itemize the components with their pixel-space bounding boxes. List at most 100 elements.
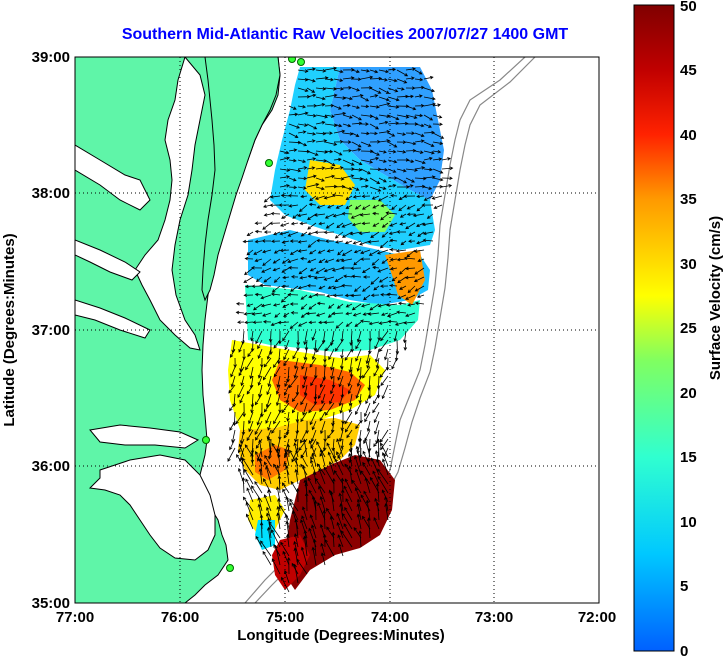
velocity-arrow xyxy=(237,320,245,324)
velocity-arrow xyxy=(381,258,389,264)
velocity-arrow xyxy=(297,321,308,327)
velocity-arrow xyxy=(314,477,326,494)
velocity-arrow xyxy=(289,249,299,255)
velocity-arrow xyxy=(340,258,353,263)
velocity-arrow xyxy=(306,132,317,136)
velocity-arrow xyxy=(258,457,263,476)
velocity-arrow xyxy=(362,285,371,292)
velocity-arrow xyxy=(276,447,281,467)
velocity-arrow xyxy=(362,461,371,476)
velocity-arrow xyxy=(340,530,353,548)
velocity-arrow xyxy=(317,502,326,521)
velocity-arrow xyxy=(387,184,397,188)
velocity-arrow xyxy=(272,267,281,272)
velocity-arrow xyxy=(423,114,434,121)
velocity-arrow xyxy=(239,357,245,373)
velocity-arrow xyxy=(347,384,353,395)
velocity-arrow xyxy=(300,294,308,300)
velocity-arrow xyxy=(389,257,398,262)
velocity-arrow xyxy=(266,429,272,440)
velocity-arrow xyxy=(407,285,416,294)
velocity-arrow xyxy=(324,77,334,82)
velocity-arrow xyxy=(343,274,353,279)
velocity-arrow xyxy=(323,195,335,200)
velocity-arrow xyxy=(296,558,308,575)
velocity-arrow xyxy=(396,140,407,144)
velocity-arrow xyxy=(324,166,335,170)
velocity-arrow xyxy=(341,249,353,256)
velocity-arrow xyxy=(378,159,387,163)
river-1 xyxy=(75,144,151,211)
velocity-arrow xyxy=(309,514,317,530)
velocity-arrow xyxy=(259,521,264,539)
velocity-arrow xyxy=(370,276,380,285)
velocity-arrow xyxy=(255,438,263,449)
velocity-arrow xyxy=(315,120,326,125)
chesapeake-bay xyxy=(134,57,206,351)
colorbar-tick-label: 0 xyxy=(680,643,688,659)
velocity-arrow xyxy=(297,111,309,116)
velocity-arrow xyxy=(375,357,380,369)
velocity-arrow xyxy=(336,222,344,229)
velocity-arrow xyxy=(341,489,345,503)
velocity-arrow xyxy=(230,375,236,388)
velocity-arrow xyxy=(381,222,389,228)
velocity-arrow xyxy=(250,330,254,342)
velocity-arrow xyxy=(245,513,254,530)
velocity-arrow xyxy=(258,384,263,398)
velocity-arrow xyxy=(387,141,398,148)
velocity-arrow xyxy=(327,451,335,467)
velocity-arrow xyxy=(257,348,263,359)
velocity-arrow xyxy=(396,177,408,184)
velocity-arrow xyxy=(408,239,416,243)
velocity-arrow xyxy=(323,320,335,325)
velocity-arrow xyxy=(271,529,281,548)
velocity-arrow xyxy=(380,312,389,316)
velocity-arrow xyxy=(387,114,400,121)
velocity-arrow xyxy=(238,366,245,377)
velocity-arrow xyxy=(407,303,416,307)
velocity-arrow xyxy=(303,366,308,381)
velocity-arrow xyxy=(293,366,299,379)
velocity-arrow xyxy=(296,340,300,352)
velocity-arrow xyxy=(362,366,371,379)
velocity-arrow xyxy=(330,357,335,371)
velocity-arrow xyxy=(324,258,335,263)
velocity-arrow xyxy=(396,168,407,173)
velocity-arrow xyxy=(378,87,390,94)
velocity-arrow xyxy=(351,148,362,152)
velocity-arrow xyxy=(342,132,354,136)
velocity-arrow xyxy=(308,440,317,458)
velocity-arrow xyxy=(376,249,389,255)
velocity-arrow xyxy=(406,204,416,210)
velocity-arrow xyxy=(253,249,263,255)
velocity-arrow xyxy=(381,384,389,400)
velocity-arrow xyxy=(324,93,338,98)
velocity-arrow xyxy=(242,239,254,244)
velocity-arrow xyxy=(432,149,442,154)
velocity-arrow xyxy=(405,114,418,119)
velocity-arrow xyxy=(414,184,426,189)
velocity-arrow xyxy=(330,366,335,380)
velocity-arrow xyxy=(328,348,335,361)
velocity-arrow xyxy=(342,86,353,90)
velocity-arrow xyxy=(243,468,254,485)
velocity-arrow xyxy=(315,86,327,91)
velocity-arrow xyxy=(348,393,353,407)
velocity-arrow xyxy=(288,168,302,173)
velocity-arrow xyxy=(336,521,344,539)
velocity-arrow xyxy=(271,558,281,575)
velocity-arrow xyxy=(361,204,371,210)
velocity-arrow xyxy=(432,122,443,126)
velocity-arrow xyxy=(244,267,254,276)
velocity-arrow xyxy=(251,266,263,270)
velocity-arrow xyxy=(405,141,417,146)
velocity-arrow xyxy=(297,159,307,163)
velocity-arrow xyxy=(396,114,410,119)
y-ticks: 39:00 38:00 37:00 36:00 35:00 xyxy=(32,49,70,612)
velocity-arrow xyxy=(356,357,362,372)
velocity-arrow xyxy=(262,366,272,381)
velocity-arrow xyxy=(320,420,326,435)
velocity-arrow xyxy=(432,157,443,161)
velocity-arrow xyxy=(405,222,416,230)
